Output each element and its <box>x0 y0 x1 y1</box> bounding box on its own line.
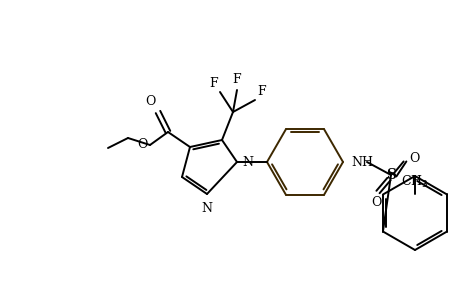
Text: S: S <box>386 168 396 182</box>
Text: N: N <box>201 202 213 215</box>
Text: N: N <box>242 156 253 168</box>
Text: CH$_3$: CH$_3$ <box>401 174 429 190</box>
Text: O: O <box>371 196 381 209</box>
Text: F: F <box>257 85 266 98</box>
Text: O: O <box>138 139 148 151</box>
Text: O: O <box>146 95 156 108</box>
Text: F: F <box>209 77 218 90</box>
Text: O: O <box>409 151 419 164</box>
Text: F: F <box>232 73 241 86</box>
Text: NH: NH <box>351 156 373 168</box>
